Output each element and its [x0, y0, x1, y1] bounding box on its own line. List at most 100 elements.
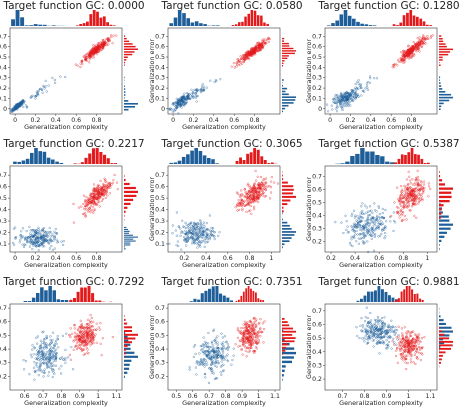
scatter-point: [80, 59, 83, 63]
scatter-point: [51, 234, 54, 238]
scatter-point: [77, 206, 81, 209]
scatter-point: [171, 232, 174, 235]
y-hist-bar: [282, 40, 284, 42]
scatter-point: [346, 103, 349, 106]
scatter-point: [396, 186, 399, 189]
scatter-point: [234, 206, 237, 209]
scatter-point: [194, 352, 197, 356]
scatter-point: [72, 348, 75, 351]
scatter-point: [70, 346, 73, 349]
y-hist-bar: [439, 56, 443, 59]
scatter-point: [37, 89, 41, 92]
scatter-point: [54, 227, 57, 231]
y-hist-bar: [124, 85, 125, 87]
scatter-point: [69, 327, 72, 330]
x-tick-label: 1.1: [425, 393, 435, 400]
scatter-point: [22, 368, 26, 371]
scatter-point: [218, 351, 222, 354]
scatter-point: [380, 220, 383, 223]
y-hist-bar: [439, 351, 446, 354]
scatter-point: [200, 85, 204, 88]
x-hist-bar: [388, 295, 391, 302]
scatter-point: [99, 342, 102, 345]
scatter-point: [358, 336, 361, 340]
scatter-point: [64, 348, 67, 352]
scatter-point: [252, 205, 256, 209]
x-axis-label: Generalization complexity: [182, 261, 266, 269]
y-hist-bar: [124, 53, 133, 56]
x-hist-bar: [202, 155, 207, 164]
scatter-point: [181, 219, 184, 222]
scatter-point: [365, 206, 368, 209]
y-tick-label: 0.4: [155, 207, 165, 214]
scatter-point: [174, 229, 177, 232]
scatter-point: [362, 89, 365, 92]
scatter-point: [175, 97, 178, 100]
scatter-point: [413, 214, 416, 217]
x-hist-bar: [403, 289, 406, 302]
scatter-point: [373, 77, 376, 80]
scatter-point: [429, 187, 432, 191]
scatter-point: [259, 334, 262, 338]
y-hist-bar: [282, 243, 285, 246]
scatter-point: [51, 248, 54, 252]
x-hist-bar: [48, 286, 52, 302]
x-hist-bar: [91, 293, 95, 302]
scatter-point: [370, 237, 373, 241]
y-tick-label: 0.7: [155, 33, 165, 40]
scatter-point: [79, 65, 82, 69]
scatter-point: [46, 230, 49, 234]
scatter-point: [392, 63, 395, 67]
scatter-point: [387, 340, 391, 344]
y-hist-bar: [282, 210, 284, 213]
scatter-point: [183, 98, 186, 102]
x-hist-bar: [96, 11, 99, 26]
scatter-point: [407, 53, 410, 56]
x-tick-label: 0.6: [71, 117, 81, 124]
scatter-point: [400, 204, 403, 208]
x-hist-bar: [375, 155, 380, 164]
y-tick-label: 0.2: [155, 230, 165, 237]
series-red: [234, 169, 280, 215]
y-tick-label: 0.7: [312, 33, 322, 40]
scatter-point: [26, 240, 29, 243]
y-tick-label: 0.1: [155, 95, 165, 102]
x-hist-bar: [247, 286, 250, 302]
scatter-point: [250, 212, 253, 215]
scatter-point: [392, 337, 395, 340]
scatter-point: [206, 237, 210, 241]
y-tick-label: 0.4: [155, 346, 165, 353]
x-hist-bar: [407, 152, 411, 164]
scatter-point: [398, 213, 401, 216]
scatter-point: [350, 88, 354, 92]
scatter-point: [343, 101, 347, 104]
scatter-point: [97, 326, 100, 329]
y-hist-bar: [282, 47, 294, 50]
scatter-point: [171, 103, 174, 106]
scatter-point: [34, 363, 37, 366]
scatter-point: [246, 56, 249, 59]
scatter-point: [178, 101, 182, 104]
scatter-point: [235, 62, 238, 65]
scatter-point: [348, 97, 351, 100]
y-hist-bar: [124, 234, 133, 236]
scatter-point: [407, 55, 410, 59]
y-hist-bar: [124, 214, 125, 217]
scatter-point: [354, 95, 357, 99]
scatter-point: [241, 353, 244, 356]
scatter-point: [103, 39, 107, 43]
scatter-point: [53, 230, 56, 233]
scatter-point: [36, 365, 39, 368]
scatter-point: [366, 338, 370, 341]
x-hist-bar: [98, 300, 102, 302]
scatter-point: [374, 228, 377, 232]
axes-frame: [9, 303, 123, 391]
y-tick-label: 0.5: [155, 54, 165, 61]
scatter-point: [330, 104, 333, 107]
scatter-point: [366, 80, 370, 84]
x-hist-bar: [340, 163, 345, 164]
chart-title: Target function GC: 0.1280: [317, 0, 459, 12]
scatter-point: [404, 361, 407, 364]
scatter-point: [264, 186, 268, 189]
y-hist-bar: [282, 221, 288, 224]
